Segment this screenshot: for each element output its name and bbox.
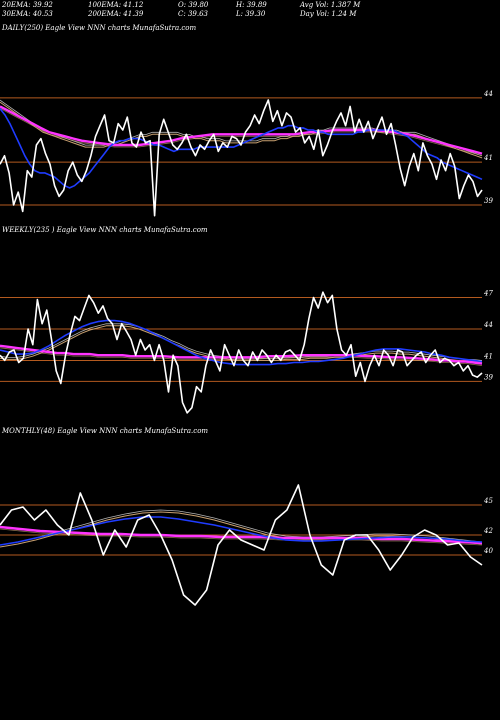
weekly-panel-label: WEEKLY(235 ) Eagle View NNN charts Munaf… bbox=[2, 226, 208, 234]
daily-ema-fast-line bbox=[0, 108, 483, 189]
weekly-level-label-1: 44 bbox=[483, 321, 493, 329]
weekly-level-label-0: 47 bbox=[483, 289, 493, 297]
header-avg-vol: Avg Vol: 1.387 M bbox=[300, 1, 361, 9]
monthly-price-line bbox=[0, 484, 483, 606]
weekly-ema-slow-band-line bbox=[0, 347, 483, 366]
weekly-ema-slow-line bbox=[0, 344, 483, 365]
weekly-price-line bbox=[0, 291, 483, 414]
weekly-level-label-2: 41 bbox=[483, 352, 493, 360]
monthly-level-label-1: 42 bbox=[483, 527, 493, 535]
daily-ema-mid-line bbox=[0, 101, 483, 159]
header-low: L: 39.30 bbox=[236, 10, 266, 18]
header-high: H: 39.89 bbox=[236, 1, 267, 9]
header-ema20: 20EMA: 39.92 bbox=[2, 1, 53, 9]
monthly-panel-label: MONTHLY(48) Eagle View NNN charts Munafa… bbox=[2, 427, 209, 435]
header-day-vol: Day Vol: 1.24 M bbox=[300, 10, 357, 18]
header-ema30: 30EMA: 40.53 bbox=[2, 10, 53, 18]
monthly-ema-slow-line bbox=[0, 525, 483, 545]
monthly-level-label-0: 45 bbox=[483, 497, 493, 505]
daily-level-label-2: 39 bbox=[484, 197, 493, 205]
daily-panel-label: DAILY(250) Eagle View NNN charts MunafaS… bbox=[2, 24, 197, 32]
header-open: O: 39.80 bbox=[178, 1, 209, 9]
daily-price-line bbox=[0, 99, 483, 217]
header-ema200: 200EMA: 41.39 bbox=[88, 10, 144, 18]
daily-level-label-1: 41 bbox=[483, 154, 493, 162]
daily-level-label-0: 44 bbox=[483, 90, 493, 98]
header-close: C: 39.63 bbox=[178, 10, 208, 18]
daily-ema-slow-band-line bbox=[0, 108, 483, 156]
daily-ema-slow-line bbox=[0, 105, 483, 155]
weekly-ema-mid-line bbox=[0, 325, 483, 363]
weekly-ema-fast-line bbox=[0, 319, 483, 366]
weekly-level-label-3: 39 bbox=[484, 373, 493, 381]
monthly-ema-mid-band-line bbox=[0, 509, 483, 546]
monthly-ema-fast-line bbox=[0, 516, 483, 546]
daily-ema-mid-band-line bbox=[0, 99, 483, 157]
header-ema100: 100EMA: 41.12 bbox=[88, 1, 144, 9]
monthly-level-label-2: 40 bbox=[483, 547, 493, 555]
